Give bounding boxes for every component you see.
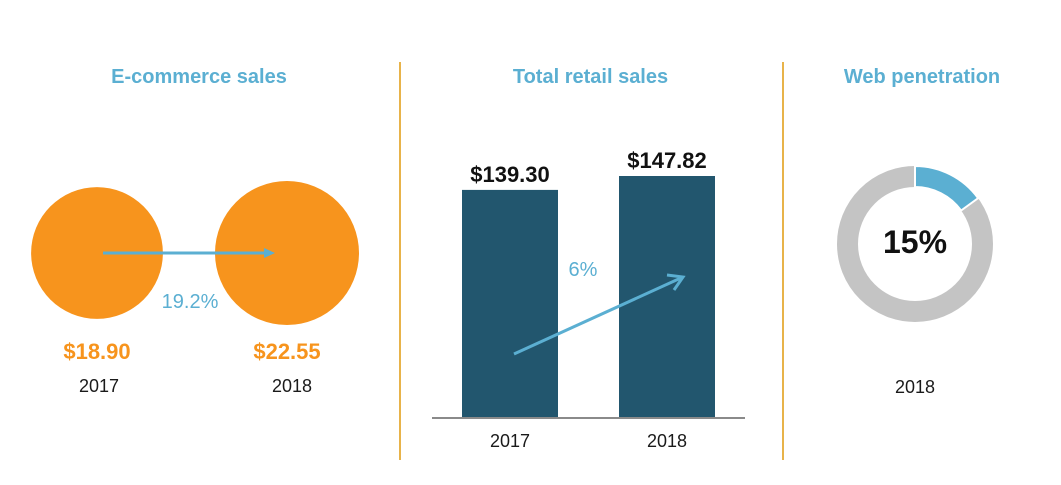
retail-growth-arrow xyxy=(513,275,684,356)
retail-sales-title: Total retail sales xyxy=(512,66,669,88)
web-penetration-panel: Web penetration 15% 2018 xyxy=(783,0,1061,485)
web-penetration-chart: 15% 2018 xyxy=(837,164,993,397)
retail-value-2017: $139.30 xyxy=(470,162,550,187)
ecommerce-sales-panel: E-commerce sales 19.2% $18.90 $22.55 201… xyxy=(0,0,398,485)
ecommerce-growth-label: 19.2% xyxy=(162,291,219,313)
retail-bar-2017 xyxy=(462,189,558,418)
donut-center-value: 15% xyxy=(883,224,947,260)
ecommerce-year-2017: 2017 xyxy=(79,376,119,396)
ecommerce-sales-chart: 19.2% $18.90 $22.55 2017 2018 xyxy=(31,181,359,396)
ecommerce-bubble-2018 xyxy=(215,181,359,325)
divider-left xyxy=(399,62,401,460)
retail-sales-panel: Total retail sales $139.30 $147.82 6% 20… xyxy=(398,0,783,485)
retail-year-2018: 2018 xyxy=(647,431,687,451)
retail-sales-chart: $139.30 $147.82 6% 2017 2018 xyxy=(432,148,745,451)
ecommerce-value-2017: $18.90 xyxy=(63,339,130,364)
retail-year-2017: 2017 xyxy=(490,431,530,451)
ecommerce-growth-arrowhead xyxy=(264,248,275,258)
ecommerce-value-2018: $22.55 xyxy=(253,339,320,364)
web-penetration-title: Web penetration xyxy=(843,66,1001,88)
ecommerce-bubble-2017 xyxy=(31,187,163,319)
retail-value-2018: $147.82 xyxy=(627,148,707,173)
web-penetration-year: 2018 xyxy=(895,377,935,397)
retail-bar-2018 xyxy=(619,176,715,418)
donut-slice-web xyxy=(914,164,980,212)
ecommerce-year-2018: 2018 xyxy=(272,376,312,396)
divider-right xyxy=(782,62,784,460)
ecommerce-sales-title: E-commerce sales xyxy=(111,66,287,88)
retail-growth-arrowhead xyxy=(666,273,686,291)
retail-growth-label: 6% xyxy=(569,259,598,281)
